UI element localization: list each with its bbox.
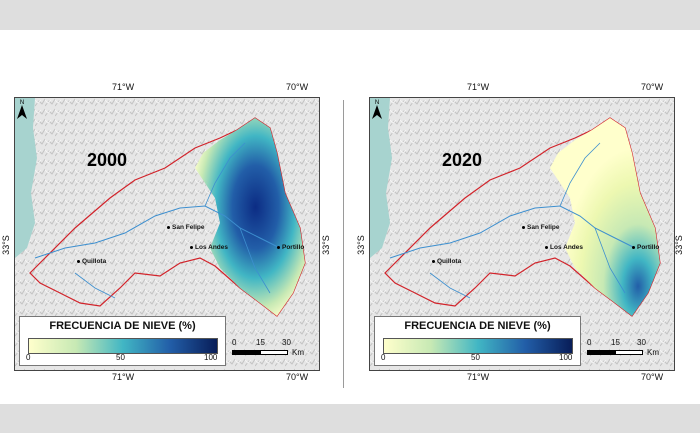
scale-label-15: 15 [611, 338, 620, 347]
legend-title: FRECUENCIA DE NIEVE (%) [404, 320, 551, 332]
legend-colorbar [28, 338, 218, 354]
map-panel-2000: 71°W 70°W 71°W 70°W 33°S 33°S [0, 30, 340, 404]
scale-label-30: 30 [637, 338, 646, 347]
scale-label-0: 0 [587, 338, 592, 347]
scale-segment-light [615, 350, 643, 355]
city-san-felipe: San Felipe [167, 224, 205, 231]
river-south [594, 227, 626, 294]
snow-frequency-area [550, 118, 660, 316]
city-quillota: Quillota [77, 258, 106, 265]
lat-label-left: 33°S [0, 235, 11, 255]
city-quillota: Quillota [432, 258, 461, 265]
svg-text:N: N [20, 100, 24, 106]
lat-label-right: 33°S [673, 235, 684, 255]
river-north [204, 142, 246, 207]
map-frame: 2000 N San Felipe Los Andes Quillota Por… [14, 97, 320, 371]
river-south [239, 227, 271, 294]
lat-label-left: 33°S [355, 235, 366, 255]
scale-label-0: 0 [232, 338, 237, 347]
lon-label-top-left: 71°W [112, 82, 135, 92]
legend-tick-0: 0 [26, 353, 31, 362]
lon-label-top-right: 70°W [286, 82, 309, 92]
scale-segment-dark [587, 350, 615, 355]
city-portillo: Portillo [632, 244, 659, 251]
year-title: 2000 [87, 150, 128, 170]
pacific-ocean [15, 98, 37, 258]
lon-label-bottom-left: 71°W [467, 372, 490, 382]
scale-segment-dark [232, 350, 260, 355]
bottom-frame [0, 404, 700, 433]
scale-unit: Km [292, 348, 304, 357]
lat-label-right: 33°S [320, 235, 331, 255]
legend: FRECUENCIA DE NIEVE (%) 0 50 100 [374, 316, 581, 366]
map-panel-2020: 71°W 70°W 71°W 70°W 33°S 33°S [355, 30, 695, 404]
lon-label-bottom-right: 70°W [286, 372, 309, 382]
north-arrow-icon: N [17, 100, 27, 119]
lon-label-top-left: 71°W [467, 82, 490, 92]
legend-colorbar [383, 338, 573, 354]
scale-label-30: 30 [282, 338, 291, 347]
city-portillo: Portillo [277, 244, 304, 251]
figure-page: 71°W 70°W 71°W 70°W 33°S 33°S [0, 30, 700, 404]
snow-frequency-area [195, 118, 305, 316]
map-frame: 2020 N San Felipe Los Andes Quillota Por… [369, 97, 675, 371]
lon-label-bottom-left: 71°W [112, 372, 135, 382]
legend-tick-100: 100 [559, 353, 573, 362]
legend: FRECUENCIA DE NIEVE (%) 0 50 100 [19, 316, 226, 366]
river-main [34, 205, 281, 259]
year-title: 2020 [442, 150, 483, 170]
river-north [559, 142, 601, 207]
scale-label-15: 15 [256, 338, 265, 347]
river-main [389, 205, 636, 259]
legend-tick-100: 100 [204, 353, 218, 362]
scale-bar: 0 15 30 Km [587, 338, 659, 368]
svg-text:N: N [375, 100, 379, 106]
legend-tick-0: 0 [381, 353, 386, 362]
river-tributary [74, 272, 116, 299]
river-tributary [429, 272, 471, 299]
lon-label-bottom-right: 70°W [641, 372, 664, 382]
panel-divider [343, 100, 344, 388]
scale-segment-light [260, 350, 288, 355]
top-frame [0, 0, 700, 30]
scale-bar: 0 15 30 Km [232, 338, 304, 368]
legend-tick-50: 50 [116, 353, 125, 362]
lon-label-top-right: 70°W [641, 82, 664, 92]
city-san-felipe: San Felipe [522, 224, 560, 231]
legend-tick-50: 50 [471, 353, 480, 362]
scale-unit: Km [647, 348, 659, 357]
city-los-andes: Los Andes [190, 244, 228, 251]
city-los-andes: Los Andes [545, 244, 583, 251]
north-arrow-icon: N [372, 100, 382, 119]
pacific-ocean [370, 98, 392, 258]
legend-title: FRECUENCIA DE NIEVE (%) [49, 320, 196, 332]
